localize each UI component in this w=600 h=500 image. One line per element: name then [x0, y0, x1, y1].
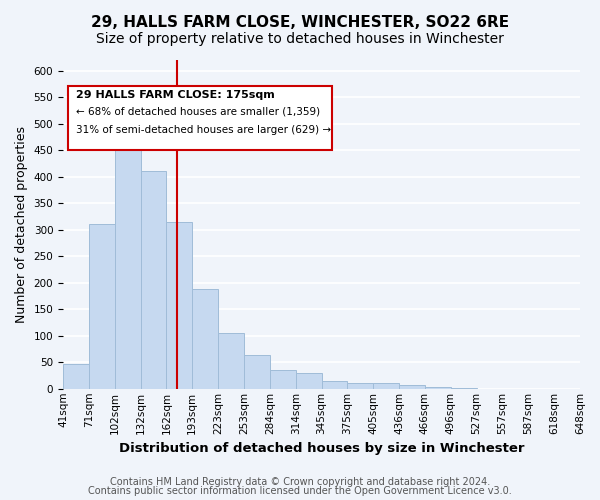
Bar	[451, 388, 476, 389]
Bar	[63, 364, 89, 389]
Bar	[166, 222, 192, 389]
Text: 29 HALLS FARM CLOSE: 175sqm: 29 HALLS FARM CLOSE: 175sqm	[76, 90, 275, 100]
Bar	[218, 333, 244, 389]
Bar	[399, 385, 425, 389]
Text: 31% of semi-detached houses are larger (629) →: 31% of semi-detached houses are larger (…	[76, 124, 331, 134]
Bar	[322, 382, 347, 389]
Bar	[425, 386, 451, 389]
Bar	[373, 384, 399, 389]
Text: Size of property relative to detached houses in Winchester: Size of property relative to detached ho…	[96, 32, 504, 46]
Text: Contains HM Land Registry data © Crown copyright and database right 2024.: Contains HM Land Registry data © Crown c…	[110, 477, 490, 487]
Bar	[347, 384, 373, 389]
Bar	[192, 289, 218, 389]
Bar	[140, 172, 166, 389]
Bar	[244, 356, 270, 389]
Y-axis label: Number of detached properties: Number of detached properties	[15, 126, 28, 323]
FancyBboxPatch shape	[68, 86, 332, 150]
X-axis label: Distribution of detached houses by size in Winchester: Distribution of detached houses by size …	[119, 442, 524, 455]
Text: 29, HALLS FARM CLOSE, WINCHESTER, SO22 6RE: 29, HALLS FARM CLOSE, WINCHESTER, SO22 6…	[91, 15, 509, 30]
Bar	[296, 373, 322, 389]
Bar	[115, 145, 140, 389]
Bar	[270, 370, 296, 389]
Text: ← 68% of detached houses are smaller (1,359): ← 68% of detached houses are smaller (1,…	[76, 106, 320, 117]
Bar	[89, 224, 115, 389]
Text: Contains public sector information licensed under the Open Government Licence v3: Contains public sector information licen…	[88, 486, 512, 496]
